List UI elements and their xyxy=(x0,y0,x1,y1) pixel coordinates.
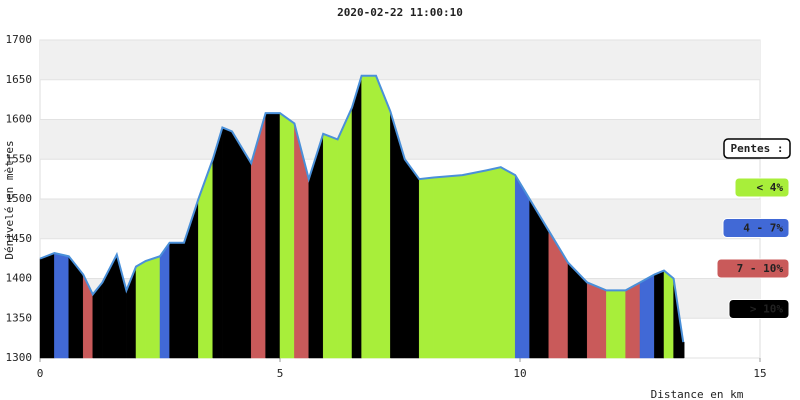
slope-segment xyxy=(222,127,233,359)
grid-band xyxy=(40,40,760,80)
legend-title: Pentes : xyxy=(731,142,784,155)
y-tick-label: 1500 xyxy=(6,192,33,205)
legend-swatch xyxy=(722,218,790,238)
x-tick-label: 5 xyxy=(277,367,284,380)
slope-segment xyxy=(159,241,170,359)
slope-segment xyxy=(375,75,391,359)
y-tick-label: 1600 xyxy=(6,113,33,126)
y-tick-label: 1300 xyxy=(6,351,33,364)
y-tick-label: 1550 xyxy=(6,152,33,165)
legend-label: < 4% xyxy=(757,181,784,194)
slope-segment xyxy=(279,112,295,359)
y-tick-label: 1400 xyxy=(6,272,33,285)
slope-segment xyxy=(145,255,161,359)
legend-label: > 10% xyxy=(750,303,783,316)
x-tick-label: 10 xyxy=(513,367,526,380)
slope-segment xyxy=(663,270,674,359)
legend-swatch xyxy=(728,299,790,319)
y-axis-label: Dénivelé en mètres xyxy=(3,140,16,259)
slope-segment xyxy=(212,127,223,359)
elevation-line xyxy=(39,74,685,343)
slope-segment xyxy=(500,166,516,359)
y-tick-label: 1350 xyxy=(6,311,33,324)
slope-segment xyxy=(361,75,377,359)
legend-swatch xyxy=(734,177,790,198)
x-tick-label: 15 xyxy=(753,367,766,380)
y-tick-label: 1700 xyxy=(6,33,33,46)
slope-segment xyxy=(514,174,530,359)
x-tick-label: 0 xyxy=(37,367,44,380)
x-axis-label: Distance en km xyxy=(651,388,744,400)
slope-segment xyxy=(135,260,146,359)
slope-segment xyxy=(486,166,502,359)
slope-segment xyxy=(606,290,626,359)
y-tick-label: 1450 xyxy=(6,232,33,245)
slope-segment xyxy=(462,170,487,359)
slope-segment xyxy=(322,133,338,359)
slope-segment xyxy=(337,107,353,359)
legend-label: 4 - 7% xyxy=(743,222,783,235)
slope-segment xyxy=(351,75,362,359)
slope-segment xyxy=(418,177,434,359)
slope-segment xyxy=(169,242,185,359)
legend-title-box xyxy=(723,138,791,159)
y-tick-label: 1650 xyxy=(6,73,33,86)
legend-label: 7 - 10% xyxy=(737,262,784,275)
slope-segment xyxy=(654,270,665,359)
chart-title: 2020-02-22 11:00:10 xyxy=(337,6,463,19)
slope-segment xyxy=(586,282,607,359)
slope-segment xyxy=(639,274,655,359)
slope-segment xyxy=(682,341,685,359)
slope-segment xyxy=(39,252,55,359)
slope-segment xyxy=(433,174,463,359)
slope-segment xyxy=(231,130,252,359)
legend-swatch xyxy=(716,258,790,279)
slope-segment xyxy=(265,112,281,359)
slope-segment xyxy=(404,158,420,359)
slope-segment xyxy=(54,252,70,359)
slope-segment xyxy=(625,282,641,359)
